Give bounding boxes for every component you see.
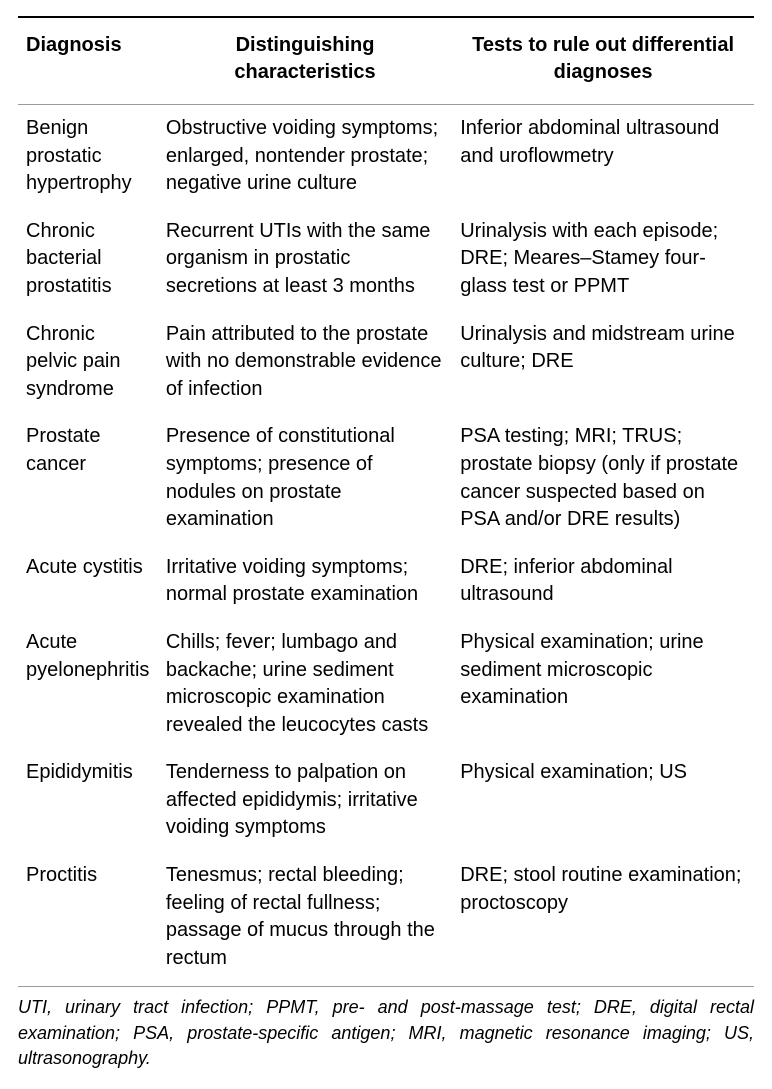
cell-characteristics: Irritative voiding symptoms; normal pros…: [158, 544, 452, 619]
cell-characteristics: Chills; fever; lumbago and backache; uri…: [158, 619, 452, 749]
table-header-row: Diagnosis Distinguishing characteristics…: [18, 17, 754, 105]
cell-tests: DRE; stool routine examination; proctosc…: [452, 852, 754, 987]
cell-diagnosis: Epididymitis: [18, 749, 158, 852]
cell-diagnosis: Benign prostatic hypertrophy: [18, 105, 158, 208]
cell-tests: Physical examination; US: [452, 749, 754, 852]
cell-characteristics: Recurrent UTIs with the same organism in…: [158, 208, 452, 311]
page-container: Diagnosis Distinguishing characteristics…: [0, 0, 772, 1089]
differential-diagnosis-table: Diagnosis Distinguishing characteristics…: [18, 16, 754, 987]
table-row: Acute pyelonephritis Chills; fever; lumb…: [18, 619, 754, 749]
col-header-diagnosis: Diagnosis: [18, 17, 158, 105]
cell-diagnosis: Acute pyelonephritis: [18, 619, 158, 749]
cell-tests: DRE; inferior abdominal ultrasound: [452, 544, 754, 619]
table-row: Proctitis Tenesmus; rectal bleeding; fee…: [18, 852, 754, 987]
cell-diagnosis: Chronic pelvic pain syndrome: [18, 311, 158, 414]
cell-diagnosis: Acute cystitis: [18, 544, 158, 619]
col-header-tests: Tests to rule out differential diagnoses: [452, 17, 754, 105]
cell-tests: PSA testing; MRI; TRUS; prostate biopsy …: [452, 413, 754, 543]
table-row: Prostate cancer Presence of constitution…: [18, 413, 754, 543]
cell-tests: Physical examination; urine sediment mic…: [452, 619, 754, 749]
col-header-characteristics: Distinguishing characteristics: [158, 17, 452, 105]
cell-diagnosis: Chronic bacterial prostatitis: [18, 208, 158, 311]
cell-diagnosis: Prostate cancer: [18, 413, 158, 543]
cell-tests: Inferior abdominal ultrasound and uroflo…: [452, 105, 754, 208]
cell-tests: Urinalysis and midstream urine culture; …: [452, 311, 754, 414]
cell-tests: Urinalysis with each episode; DRE; Meare…: [452, 208, 754, 311]
cell-characteristics: Tenderness to palpation on affected epid…: [158, 749, 452, 852]
cell-characteristics: Tenesmus; rectal bleeding; feeling of re…: [158, 852, 452, 987]
cell-characteristics: Presence of constitutional symptoms; pre…: [158, 413, 452, 543]
table-row: Benign prostatic hypertrophy Obstructive…: [18, 105, 754, 208]
cell-characteristics: Pain attributed to the prostate with no …: [158, 311, 452, 414]
table-row: Chronic bacterial prostatitis Recurrent …: [18, 208, 754, 311]
cell-characteristics: Obstructive voiding symptoms; enlarged, …: [158, 105, 452, 208]
table-row: Acute cystitis Irritative voiding sympto…: [18, 544, 754, 619]
table-footnote: UTI, urinary tract infection; PPMT, pre-…: [18, 987, 754, 1071]
table-row: Chronic pelvic pain syndrome Pain attrib…: [18, 311, 754, 414]
table-row: Epididymitis Tenderness to palpation on …: [18, 749, 754, 852]
cell-diagnosis: Proctitis: [18, 852, 158, 987]
